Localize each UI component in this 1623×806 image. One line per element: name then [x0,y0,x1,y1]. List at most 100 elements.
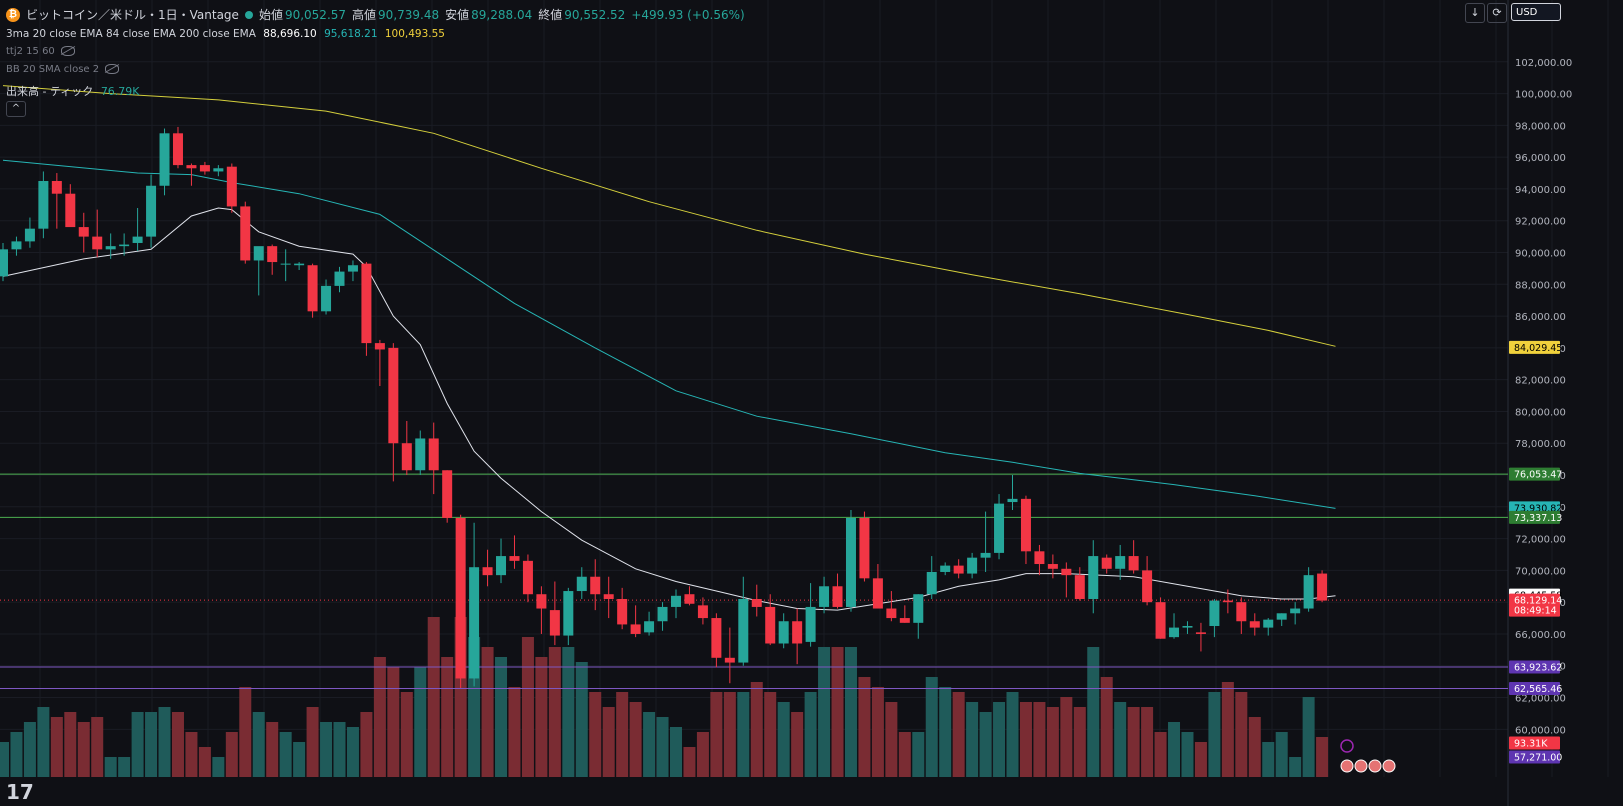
candle-body [11,241,22,250]
volume-bar [414,667,427,777]
volume-bar [1046,707,1059,777]
volume-bar [750,682,763,777]
refresh-button[interactable]: ⟳ [1487,3,1507,23]
ma-indicator-legend[interactable]: 3ma 20 close EMA 84 close EMA 200 close … [6,28,445,40]
download-button[interactable]: ↓ [1465,3,1485,23]
candle-body [455,517,466,679]
candle-body [1115,556,1126,569]
volume-bar [521,637,534,777]
volume-bar [1019,702,1032,777]
volume-bar [1181,732,1194,777]
volume-bar [1168,722,1181,777]
volume-bar [1033,702,1046,777]
market-open-icon [244,10,253,19]
candle-body [146,185,157,237]
candle-body [442,470,453,518]
volume-bar [293,742,306,777]
symbol-name[interactable]: ビットコイン／米ドル・1日・Vantage [26,8,239,22]
candle-body [213,168,224,172]
volume-bar [656,717,669,777]
volume-bar [320,722,333,777]
bb-indicator-legend[interactable]: BB 20 SMA close 2 [6,64,120,75]
candle-body [886,608,897,619]
ema200-line [2,85,1336,347]
candle-body [388,347,399,444]
candle-body [132,236,143,243]
open-value: 90,052.57 [284,7,347,22]
candle-body [630,624,641,634]
hidden-eye-icon[interactable] [105,64,120,74]
candle-body [496,556,507,576]
volume-bar [387,667,400,777]
candle-body [509,556,520,561]
collapse-legend-button[interactable]: ^ [6,101,26,117]
volume-bar [279,732,292,777]
candle-body [751,598,762,607]
volume-bar [925,677,938,777]
candle-body [1020,498,1031,552]
volume-bar [858,677,871,777]
ma-indicator-title: 3ma 20 close EMA 84 close EMA 200 close … [6,28,256,40]
volume-bar [737,692,750,777]
ttj-indicator-legend[interactable]: ttj2 15 60 [6,46,75,57]
price-tag-label: 08:49:14 [1514,606,1557,617]
tradingview-logo: 17 [6,780,34,804]
volume-bar [1154,732,1167,777]
volume-bar [185,732,198,777]
volume-bar [131,712,144,777]
candle-body [321,285,332,312]
volume-indicator-legend[interactable]: 出来高 - ティック 76.79K [6,83,140,99]
flag-event-icon [1354,759,1368,773]
candle-body [1061,568,1072,576]
price-tick-label: 96,000.00 [1515,153,1566,164]
volume-bar [495,657,508,777]
candle-body [1290,608,1301,614]
volume-bar [145,712,158,777]
candle-body [832,586,843,607]
volume-bar [723,692,736,777]
volume-bar [212,757,225,777]
price-tick-label: 80,000.00 [1515,407,1566,418]
volume-bar [831,647,844,777]
currency-select[interactable]: USD [1511,3,1561,21]
candle-body [1034,551,1045,565]
volume-tag [1509,736,1560,750]
volume-bar [441,657,454,777]
candle-body [1074,575,1085,599]
candle-body [38,180,49,229]
volume-bar [683,747,696,777]
volume-bar [37,707,50,777]
volume-bar [158,707,171,777]
volume-bar [118,757,131,777]
candle-body [78,227,89,237]
candle-body [1007,498,1018,503]
candle-body [1222,600,1233,603]
candle-body [159,133,170,186]
candle-body [267,246,278,263]
high-label: 高値 [352,8,377,22]
candle-body [1155,602,1166,639]
volume-bar [1235,692,1248,777]
price-tick-label: 78,000.00 [1515,439,1566,450]
price-tag [1509,593,1560,607]
price-tick-label: 102,000.00 [1515,58,1572,69]
candle-body [994,503,1005,553]
candle-body [980,552,991,558]
price-tick-label: 86,000.00 [1515,312,1566,323]
volume-bar [346,727,359,777]
volume-bar [548,647,561,777]
candle-body [684,594,695,604]
price-tag-label: 68,129.14 [1514,596,1562,607]
flag-event-icon [1382,759,1396,773]
candle-body [536,594,547,609]
candle-body [1195,632,1206,634]
ema84-line [2,159,1336,509]
hidden-eye-icon[interactable] [60,46,75,56]
candle-body [724,657,735,663]
volume-bar [171,712,184,777]
price-tag [1509,603,1560,617]
price-tick-label: 90,000.00 [1515,249,1566,260]
candle-body [294,263,305,266]
volume-bar [1060,697,1073,777]
